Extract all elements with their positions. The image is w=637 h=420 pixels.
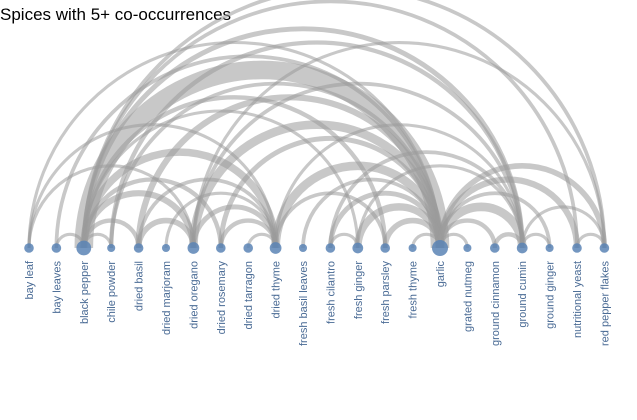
chart-title: Spices with 5+ co-occurrences [0,5,232,24]
node-dried-oregano [187,242,200,254]
node-label: fresh cilantro [325,261,337,324]
node-label: bay leaf [24,260,36,299]
arc-link-nutritional-yeast-red-pepper-flakes [575,232,606,249]
node-chile-powder [107,243,116,253]
labels-layer: bay leaf bay leaves black pepper chile powd… [24,260,611,346]
node-label: dried tarragon [243,261,255,330]
arc-link-ground-cumin-red-pepper-flakes [520,205,606,249]
arc-link-dried-rosemary-dried-thyme [218,218,278,249]
node-label: dried rosemary [216,261,228,335]
arc-link-garlic-ground-cinnamon [437,218,497,249]
arc-link-fresh-ginger-ground-cumin [356,164,524,249]
node-label: ground cumin [517,261,529,328]
node-label: fresh basil leaves [298,261,310,346]
node-label: red pepper flakes [599,261,611,346]
node-label: fresh parsley [380,261,392,324]
node-dried-rosemary [216,243,226,253]
node-ground-cumin [516,242,528,254]
node-label: bay leaves [51,261,63,314]
node-garlic [431,239,449,257]
node-dried-basil [133,243,144,253]
arc-link-dried-thyme-ground-cumin [274,123,524,249]
node-label: dried thyme [271,261,283,318]
node-fresh-basil-leaves [298,243,308,253]
node-fresh-thyme [408,243,417,253]
node-label: ground cinnamon [490,261,502,346]
arc-link-dried-basil-dried-thyme [136,177,278,249]
node-dried-thyme [269,242,282,254]
arc-link-dried-basil-dried-oregano [135,217,197,249]
node-label: fresh thyme [408,261,420,318]
node-red-pepper-flakes [599,243,610,253]
node-nutritional-yeast [572,243,582,253]
arc-link-dried-oregano-ground-cumin [191,81,525,249]
node-label: chile powder [106,261,118,323]
node-fresh-cilantro [325,243,336,253]
node-label: nutritional yeast [572,261,584,338]
node-label: black pepper [79,261,91,324]
nodes-layer [24,239,610,257]
node-label: dried basil [134,261,146,311]
arc-link-bay-leaf-dried-oregano [27,164,195,249]
node-label: dried oregano [188,261,200,329]
node-ground-cinnamon [490,243,500,253]
node-black-pepper [76,240,92,256]
node-fresh-parsley [380,243,391,253]
arc-link-fresh-parsley-garlic [382,217,443,249]
arc-link-dried-oregano-red-pepper-flakes [191,41,606,249]
node-label: fresh ginger [353,261,365,319]
node-label: garlic [435,261,447,288]
arc-link-black-pepper-dried-oregano [80,190,197,249]
links-layer [27,0,608,249]
arc-link-black-pepper-dried-thyme [80,148,280,249]
node-dried-tarragon [243,243,253,253]
arc-link-bay-leaf-dried-thyme [27,123,278,249]
node-grated-nutmeg [463,243,472,253]
arc-link-black-pepper-dried-basil [81,218,141,249]
node-label: dried marjoram [161,261,173,335]
node-dried-marjoram [161,243,171,253]
node-label: ground ginger [545,261,557,329]
node-ground-ginger [545,243,554,253]
node-fresh-ginger [352,242,364,254]
arc-link-chile-powder-ground-cumin [109,40,525,249]
arc-link-dried-thyme-fresh-parsley [273,191,388,249]
node-bay-leaves [51,243,62,253]
arc-link-fresh-cilantro-ground-cumin [328,150,525,249]
node-bay-leaf [24,243,34,253]
node-label: grated nutmeg [462,261,474,332]
